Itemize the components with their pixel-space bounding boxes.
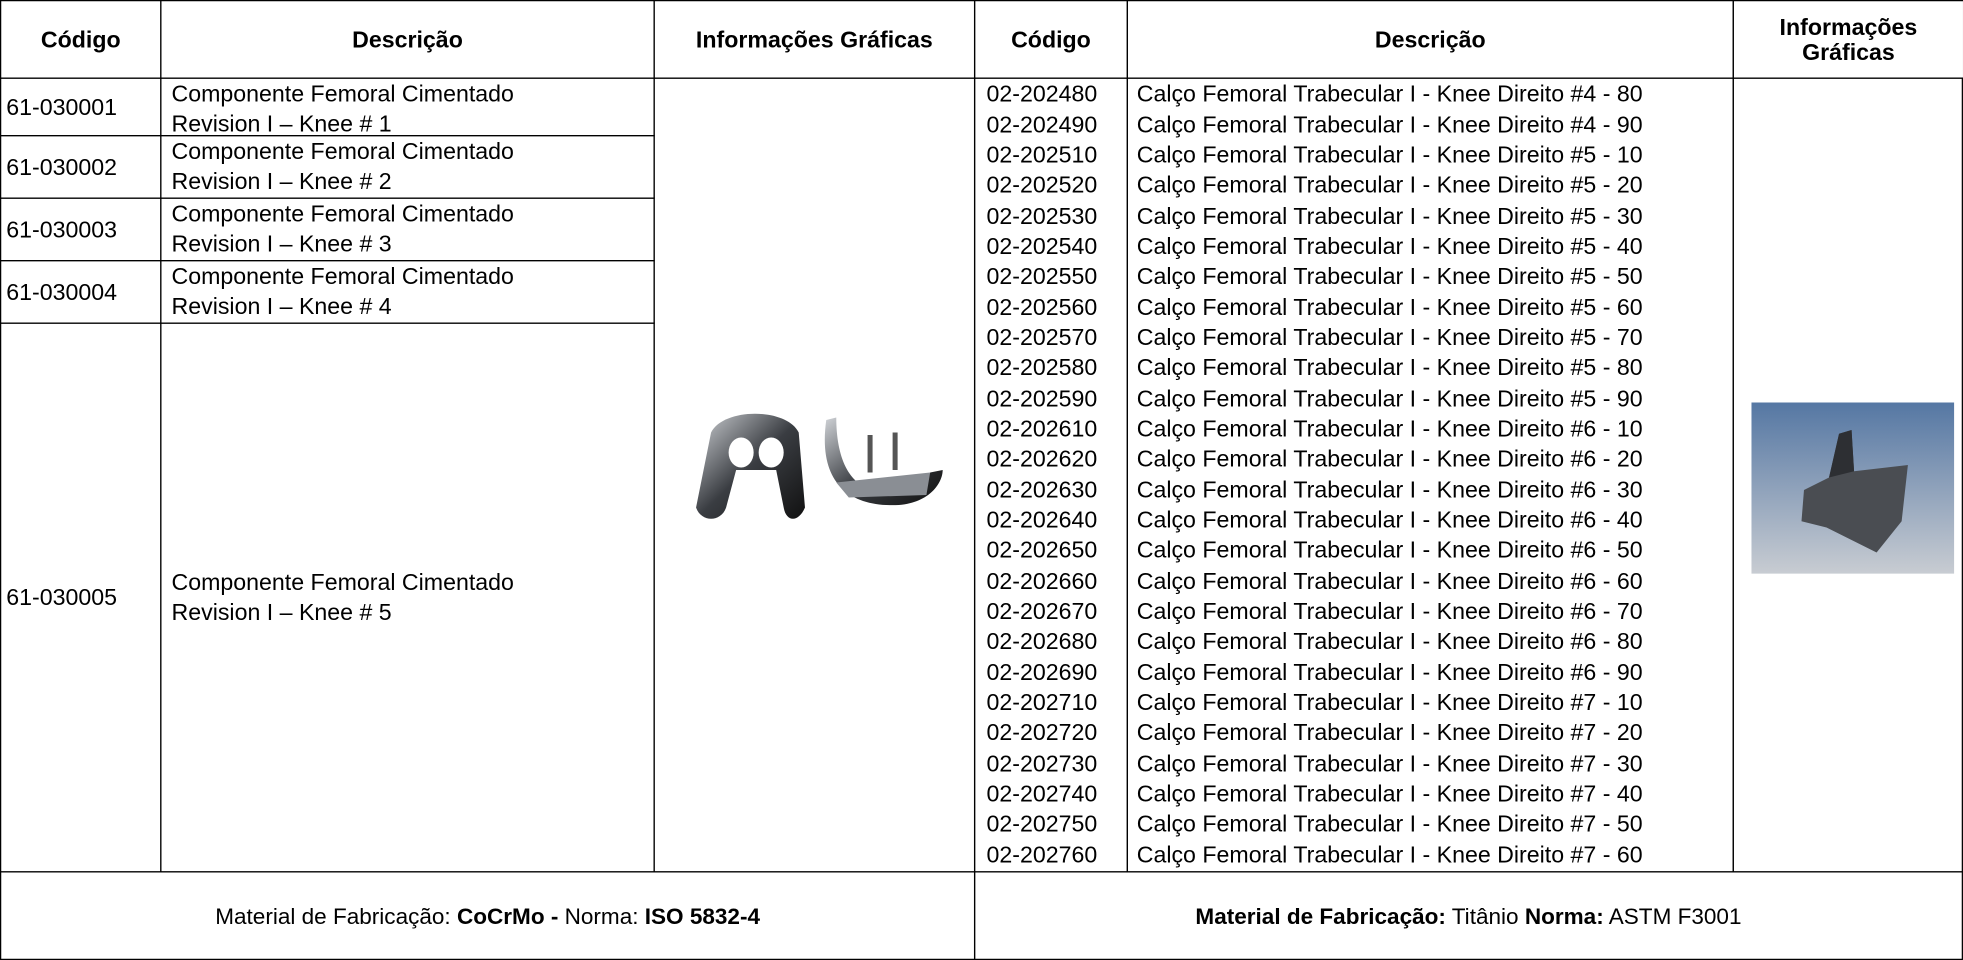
header-cell: Informações Gráficas (1732, 0, 1963, 79)
footer-text: Titânio (1445, 903, 1525, 929)
code-cell: 02-202480 (986, 80, 1098, 107)
footer-text: Material de Fabricação: (1195, 903, 1446, 929)
description-cell: Calço Femoral Trabecular I - Knee Direit… (1136, 658, 1643, 685)
femoral-component-image (696, 413, 943, 519)
code-cell: 02-202580 (986, 354, 1098, 381)
description-cell: Calço Femoral Trabecular I - Knee Direit… (1136, 506, 1643, 533)
description-line: Revision I – Knee # 3 (171, 230, 392, 257)
description-cell: Calço Femoral Trabecular I - Knee Direit… (1136, 323, 1643, 350)
code-cell: 02-202520 (986, 171, 1098, 198)
description-cell: Calço Femoral Trabecular I - Knee Direit… (1136, 201, 1643, 229)
description-line: Revision I – Knee # 2 (171, 167, 392, 194)
code-cell: 02-202680 (986, 627, 1098, 655)
code-cell: 02-202730 (986, 749, 1098, 776)
footer-cell: Material de Fabricação: CoCrMo - Norma: … (0, 871, 976, 960)
description-cell: Calço Femoral Trabecular I - Knee Direit… (1136, 536, 1643, 563)
code-cell: 02-202630 (986, 475, 1098, 503)
footer-text: Norma: (558, 903, 645, 929)
code-cell: 61-030004 (0, 260, 162, 324)
code-cell: 02-202620 (986, 445, 1098, 472)
description-cell: Calço Femoral Trabecular I - Knee Direit… (1136, 749, 1643, 776)
code-cell: 61-030005 (0, 322, 162, 873)
description-cell: Calço Femoral Trabecular I - Knee Direit… (1136, 810, 1643, 837)
code-cell: 02-202690 (986, 658, 1098, 685)
description-cell: Calço Femoral Trabecular I - Knee Direit… (1136, 627, 1643, 655)
description-cell: Calço Femoral Trabecular I - Knee Direit… (1136, 80, 1643, 107)
description-cell: Calço Femoral Trabecular I - Knee Direit… (1136, 384, 1643, 411)
code-cell: 02-202670 (986, 597, 1098, 624)
description-cell: Calço Femoral Trabecular I - Knee Direit… (1136, 780, 1643, 807)
description-cell: Calço Femoral Trabecular I - Knee Direit… (1136, 841, 1643, 868)
description-cell: Calço Femoral Trabecular I - Knee Direit… (1136, 141, 1643, 168)
code-cell: 02-202540 (986, 232, 1098, 259)
code-cell: 02-202590 (986, 384, 1098, 411)
code-cell: 02-202640 (986, 506, 1098, 533)
description-line: Revision I – Knee # 4 (171, 292, 392, 319)
description-cell: Calço Femoral Trabecular I - Knee Direit… (1136, 293, 1643, 320)
description-cell: Componente Femoral Cimentado Revision I –… (160, 135, 655, 199)
description-cell: Calço Femoral Trabecular I - Knee Direit… (1136, 232, 1643, 259)
description-line: Revision I – Knee # 5 (171, 598, 392, 625)
code-cell: 02-202710 (986, 688, 1098, 716)
description-cell: Calço Femoral Trabecular I - Knee Direit… (1136, 688, 1643, 716)
code-cell: 02-202720 (986, 719, 1098, 746)
description-cell: Calço Femoral Trabecular I - Knee Direit… (1136, 597, 1643, 624)
code-cell: 02-202550 (986, 262, 1098, 290)
description-cell: Componente Femoral Cimentado Revision I –… (160, 322, 655, 873)
header-cell: Código (0, 0, 162, 79)
description-cell: Calço Femoral Trabecular I - Knee Direit… (1136, 171, 1643, 198)
trabecular-block-image (1751, 402, 1955, 574)
description-cell: Calço Femoral Trabecular I - Knee Direit… (1136, 110, 1643, 137)
code-cell: 02-202740 (986, 780, 1098, 807)
header-cell: Informações Gráficas (653, 0, 976, 79)
code-cell: 02-202570 (986, 323, 1098, 350)
description-cell: Calço Femoral Trabecular I - Knee Direit… (1136, 719, 1643, 746)
footer-text: ISO 5832-4 (644, 903, 761, 929)
code-cell: 02-202610 (986, 414, 1098, 442)
description-cell: Calço Femoral Trabecular I - Knee Direit… (1136, 262, 1643, 290)
code-cell: 02-202510 (986, 141, 1098, 168)
description-line: Componente Femoral Cimentado (171, 200, 514, 227)
description-line: Componente Femoral Cimentado (171, 137, 514, 164)
description-cell: Calço Femoral Trabecular I - Knee Direit… (1136, 475, 1643, 503)
header-cell: Descrição (160, 0, 655, 79)
code-cell: 02-202530 (986, 201, 1098, 229)
code-cell: 61-030002 (0, 135, 162, 199)
code-cell: 61-030003 (0, 197, 162, 262)
header-cell: Descrição (1126, 0, 1734, 79)
code-cell: 02-202490 (986, 110, 1098, 137)
description-cell: Calço Femoral Trabecular I - Knee Direit… (1136, 445, 1643, 472)
code-cell: 02-202750 (986, 810, 1098, 837)
code-cell: 02-202560 (986, 293, 1098, 320)
code-cell: 61-030001 (0, 77, 162, 137)
footer-text: ASTM F3001 (1603, 903, 1742, 929)
description-cell: Componente Femoral Cimentado Revision I –… (160, 197, 655, 262)
description-cell: Componente Femoral Cimentado Revision I –… (160, 260, 655, 324)
description-cell: Calço Femoral Trabecular I - Knee Direit… (1136, 414, 1643, 442)
footer-text: Norma: (1524, 903, 1604, 929)
description-line: Componente Femoral Cimentado (171, 568, 514, 595)
code-cell: 02-202660 (986, 567, 1098, 594)
description-cell: Calço Femoral Trabecular I - Knee Direit… (1136, 567, 1643, 594)
footer-text: CoCrMo - (456, 903, 559, 929)
description-cell: Calço Femoral Trabecular I - Knee Direit… (1136, 354, 1643, 381)
description-line: Revision I – Knee # 1 (171, 110, 392, 137)
footer-cell: Material de Fabricação: Titânio Norma: A… (973, 871, 1963, 960)
code-cell: 02-202760 (986, 841, 1098, 868)
footer-text: Material de Fabricação: (215, 903, 457, 929)
description-line: Componente Femoral Cimentado (171, 262, 514, 289)
description-line: Componente Femoral Cimentado (171, 80, 514, 107)
code-cell: 02-202650 (986, 536, 1098, 563)
header-cell: Código (973, 0, 1128, 79)
description-cell: Componente Femoral Cimentado Revision I –… (160, 77, 655, 137)
